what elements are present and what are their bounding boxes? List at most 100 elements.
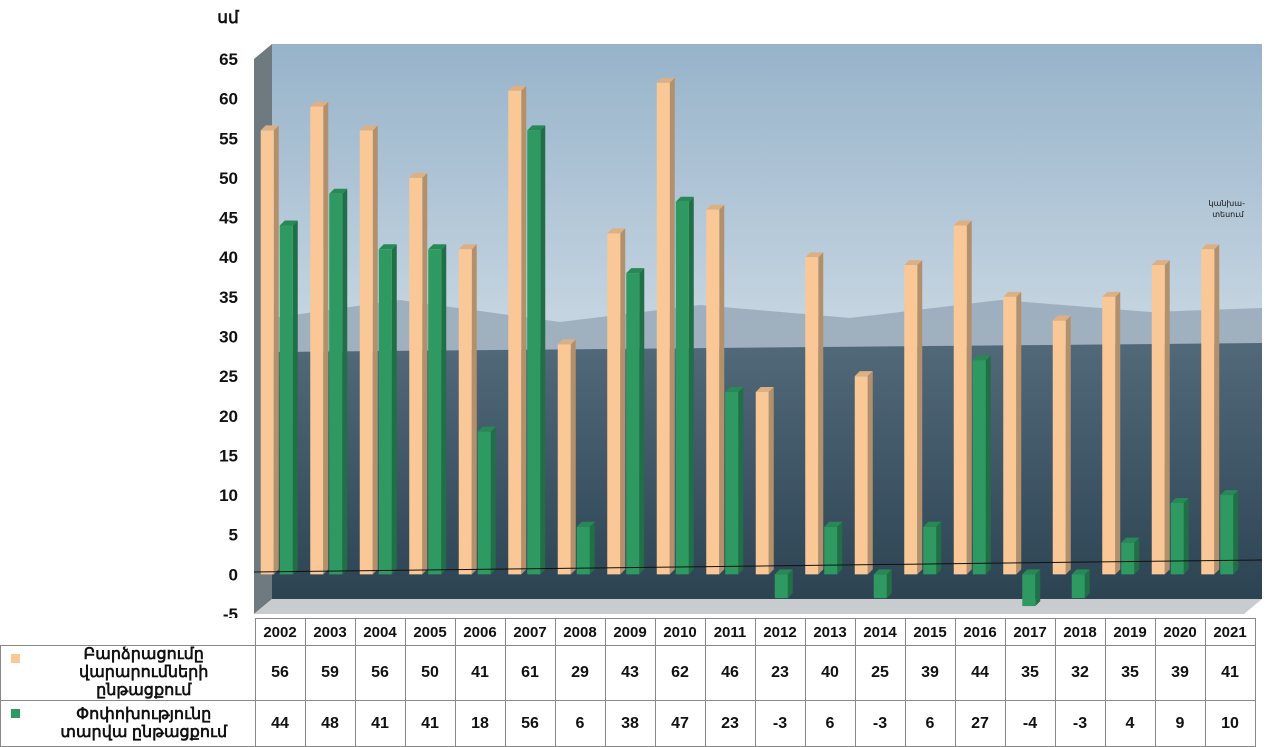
series2-swatch bbox=[11, 709, 20, 718]
series1-swatch bbox=[11, 654, 20, 663]
series1-value-cell: 41 bbox=[454, 645, 506, 701]
series2-value-cell: -4 bbox=[1004, 700, 1056, 747]
series1-value-cell: 46 bbox=[704, 645, 756, 701]
bar-series2-2002 bbox=[279, 220, 298, 575]
series1-value-cell: 35 bbox=[1104, 645, 1156, 701]
series1-value-cell: 44 bbox=[954, 645, 1006, 701]
series1-label: Բարձրացումը վարարումների ընթացքում bbox=[0, 645, 256, 701]
bar-series2-2004 bbox=[378, 244, 397, 575]
series1-value-cell: 29 bbox=[554, 645, 606, 701]
series2-value-cell: 41 bbox=[404, 700, 456, 747]
series2-label: Փոփոխությունը տարվա ընթացքում bbox=[0, 700, 256, 747]
y-tick-label: 40 bbox=[219, 248, 238, 267]
year-cell: 2014 bbox=[854, 618, 906, 646]
y-tick-label: 50 bbox=[219, 169, 238, 188]
y-axis-unit: սմ bbox=[217, 8, 240, 27]
year-cell: 2011 bbox=[704, 618, 756, 646]
year-cell: 2006 bbox=[454, 618, 506, 646]
bar-series2-2009 bbox=[626, 268, 645, 575]
y-tick-label: 20 bbox=[219, 407, 238, 426]
series1-value-cell: 39 bbox=[1154, 645, 1206, 701]
year-cell: 2018 bbox=[1054, 618, 1106, 646]
y-tick-label: -5 bbox=[223, 605, 238, 618]
bar-series2-2010 bbox=[675, 196, 694, 575]
series2-value-cell: 23 bbox=[704, 700, 756, 747]
bar-series2-2003 bbox=[329, 188, 348, 575]
bar-series1-2020 bbox=[1151, 260, 1170, 575]
y-tick-label: 45 bbox=[219, 209, 238, 228]
series1-value-cell: 56 bbox=[354, 645, 406, 701]
bar-series1-2011 bbox=[706, 204, 725, 575]
series2-value-cell: 56 bbox=[504, 700, 556, 747]
bar-series2-2019 bbox=[1121, 537, 1140, 575]
year-cell: 2005 bbox=[404, 618, 456, 646]
series2-value-cell: 47 bbox=[654, 700, 706, 747]
bar-series2-2007 bbox=[527, 125, 546, 575]
series1-value-cell: 23 bbox=[754, 645, 806, 701]
data-table: 2002 2003 2004 2005 2006 2007 2008 2009 2010 2011… bbox=[0, 618, 1256, 747]
year-cell: 2003 bbox=[304, 618, 356, 646]
year-cell: 2020 bbox=[1154, 618, 1206, 646]
bar-series1-2016 bbox=[953, 220, 972, 575]
bar-series1-2003 bbox=[310, 101, 329, 575]
bar-series2-2016 bbox=[972, 355, 991, 575]
series2-value-cell: 41 bbox=[354, 700, 406, 747]
bar-series1-2009 bbox=[607, 228, 626, 575]
bar-series2-2005 bbox=[428, 244, 447, 575]
y-tick-label: 55 bbox=[219, 129, 238, 148]
forecast-annotation: կանխա- տեսում bbox=[1209, 199, 1248, 219]
year-cell: 2004 bbox=[354, 618, 406, 646]
y-tick-label: 30 bbox=[219, 328, 238, 347]
series2-value-cell: 44 bbox=[254, 700, 306, 747]
bar-series1-2019 bbox=[1102, 291, 1121, 575]
year-row: 2002 2003 2004 2005 2006 2007 2008 2009 2010 2011… bbox=[1, 618, 1256, 646]
y-tick-label: 15 bbox=[219, 446, 238, 465]
series1-value-cell: 43 bbox=[604, 645, 656, 701]
series2-row: Փոփոխությունը տարվա ընթացքում 44 48 41 41 18… bbox=[0, 700, 1256, 747]
series2-value-cell: 48 bbox=[304, 700, 356, 747]
series2-value-cell: 27 bbox=[954, 700, 1006, 747]
year-cell: 2021 bbox=[1204, 618, 1256, 646]
bar-series2-2006 bbox=[477, 426, 496, 575]
bar-series1-2017 bbox=[1003, 291, 1022, 575]
bar-series1-2014 bbox=[854, 371, 873, 575]
series2-label-line2: տարվա ընթացքում bbox=[60, 723, 228, 741]
series2-value-cell: 38 bbox=[604, 700, 656, 747]
bar-series1-2012 bbox=[755, 387, 774, 575]
bars-layer bbox=[260, 77, 1239, 607]
series1-value-cell: 35 bbox=[1004, 645, 1056, 701]
series2-value-cell: -3 bbox=[754, 700, 806, 747]
series1-value-cell: 59 bbox=[304, 645, 356, 701]
series2-value-cell: 4 bbox=[1104, 700, 1156, 747]
bar-series1-2005 bbox=[409, 172, 428, 575]
series1-value-cell: 61 bbox=[504, 645, 556, 701]
zero-line bbox=[253, 559, 1263, 573]
series2-value-cell: 18 bbox=[454, 700, 506, 747]
bar-series1-2008 bbox=[557, 339, 576, 575]
series1-value-cell: 25 bbox=[854, 645, 906, 701]
series2-value-cell: 9 bbox=[1154, 700, 1206, 747]
year-cell: 2012 bbox=[754, 618, 806, 646]
y-tick-label: 10 bbox=[219, 486, 238, 505]
bar-series1-2002 bbox=[260, 125, 279, 575]
series1-value-cell: 41 bbox=[1204, 645, 1256, 701]
series1-row: Բարձրացումը վարարումների ընթացքում 56 59 5… bbox=[0, 645, 1256, 701]
y-tick-label: 25 bbox=[219, 367, 238, 386]
y-axis: -5 0 5 10 15 20 25 30 35 40 45 50 55 60 65 bbox=[219, 50, 238, 618]
year-cell: 2009 bbox=[604, 618, 656, 646]
bar-series2-2012 bbox=[774, 569, 793, 599]
bar-series1-2015 bbox=[904, 260, 923, 575]
series1-label-line2: վարարումների ընթացքում bbox=[79, 664, 209, 699]
series1-label-line1: Բարձրացումը bbox=[83, 646, 204, 664]
bar-series1-2010 bbox=[656, 77, 675, 575]
series2-value-cell: 6 bbox=[804, 700, 856, 747]
bar-series2-2017 bbox=[1022, 569, 1041, 607]
series1-value-cell: 32 bbox=[1054, 645, 1106, 701]
y-tick-label: 35 bbox=[219, 288, 238, 307]
series1-value-cell: 50 bbox=[404, 645, 456, 701]
table-corner bbox=[1, 619, 256, 646]
year-cell: 2010 bbox=[654, 618, 706, 646]
y-tick-label: 0 bbox=[229, 565, 238, 584]
series1-value-cell: 39 bbox=[904, 645, 956, 701]
chart: -5 0 5 10 15 20 25 30 35 40 45 50 55 60 65 սմ կանխա- տ… bbox=[217, 8, 1263, 618]
